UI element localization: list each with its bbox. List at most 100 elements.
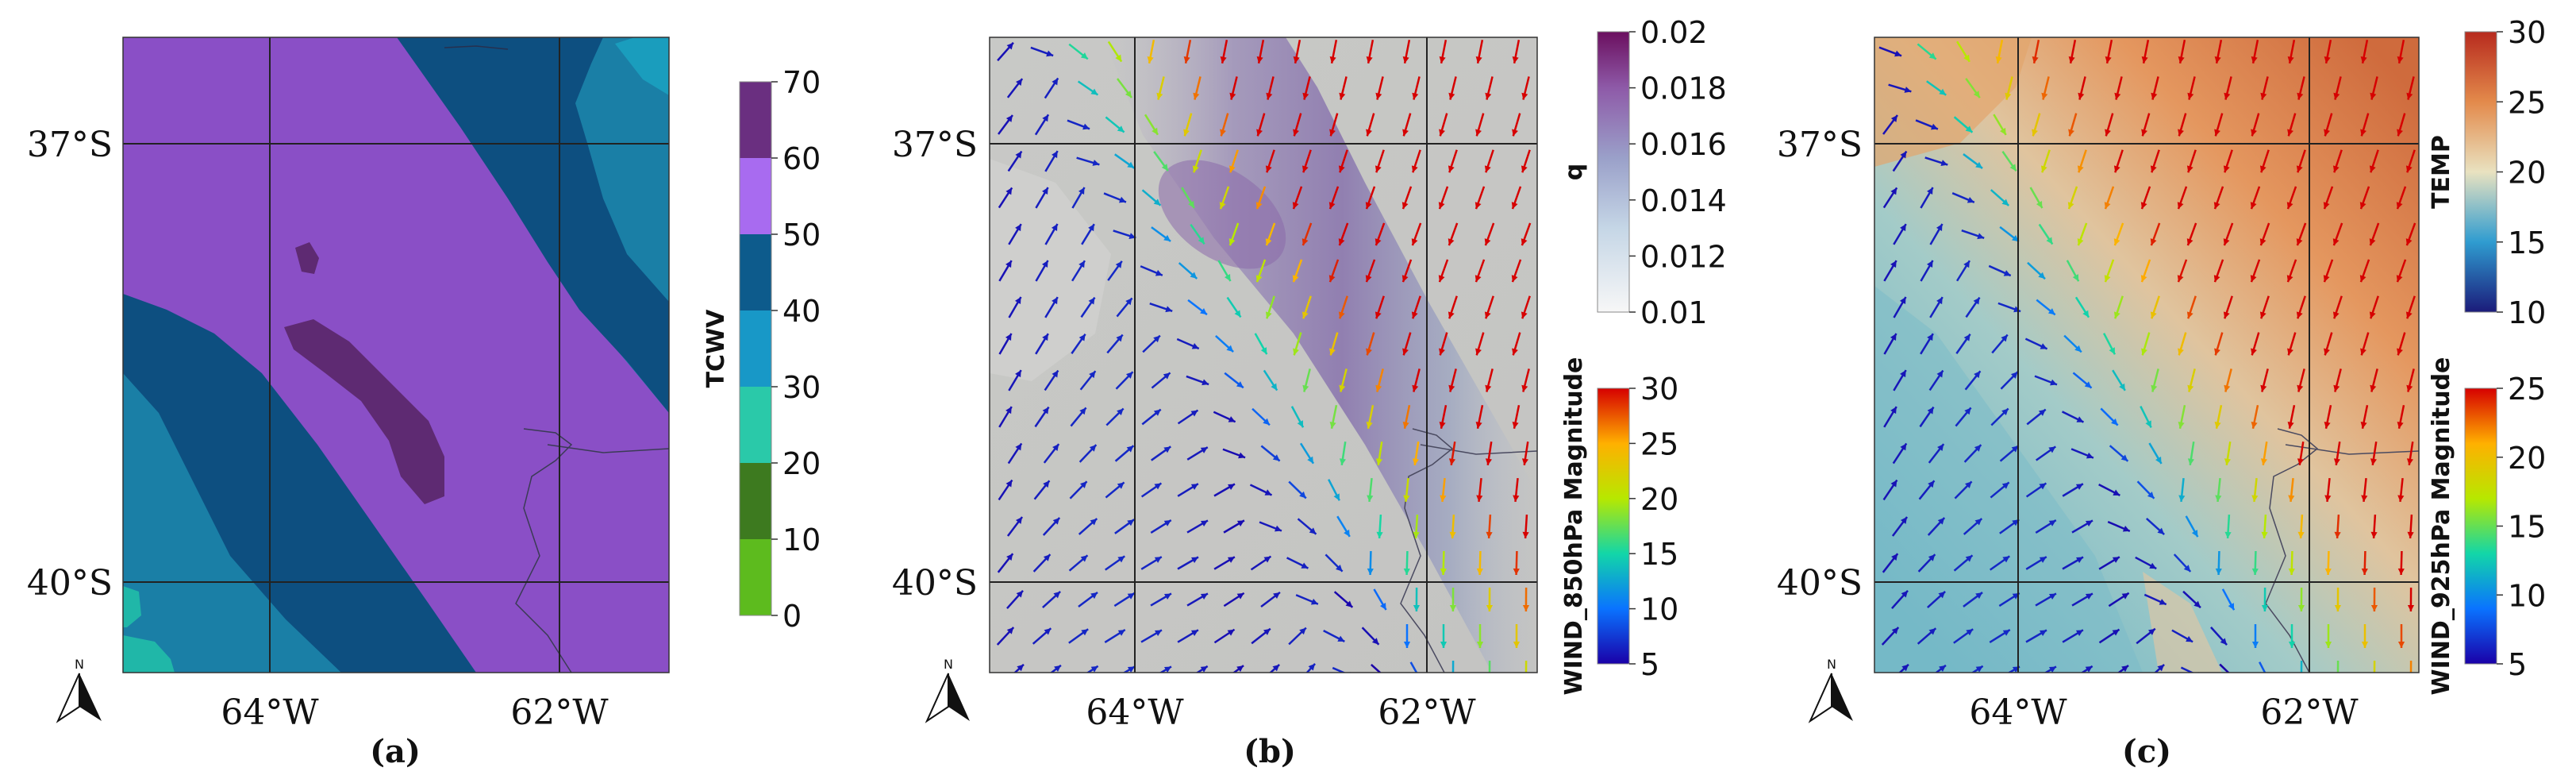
- wind-arrow-head: [1183, 129, 1190, 137]
- wind-arrow-head: [1260, 347, 1267, 355]
- colorbar-border: [739, 81, 772, 616]
- wind-arrow-head: [1449, 531, 1456, 538]
- wind-arrow-head: [1228, 165, 1236, 173]
- wind-arrow-head: [2259, 311, 2266, 319]
- wind-arrow-shaft: [2444, 76, 2450, 99]
- wind-vectors-925hpa: [1878, 40, 2450, 721]
- wind-arrow-head: [1046, 50, 1054, 57]
- wind-arrow-head: [1375, 458, 1382, 465]
- wind-arrow-head: [2145, 420, 2151, 428]
- wind-arrow-head: [2048, 593, 2056, 600]
- wind-arrow-head: [2002, 556, 2010, 563]
- wind-arrow-head: [1042, 334, 1048, 341]
- wind-arrow-head: [1220, 129, 1226, 137]
- wind-arrow-head: [2396, 202, 2403, 210]
- wind-arrow-head: [2011, 445, 2019, 453]
- lat-label-40s-b: 40°S: [892, 563, 978, 604]
- wind-arrow-head: [2178, 422, 2185, 429]
- wind-arrow-head: [1963, 54, 1970, 62]
- wind-arrow-head: [1299, 627, 1306, 635]
- wind-arrow-head: [1904, 87, 1912, 93]
- wind-arrow-head: [1127, 592, 1135, 600]
- wind-arrow-head: [1513, 641, 1521, 648]
- wind-arrow-head: [2287, 56, 2294, 64]
- wind-arrow-head: [1439, 422, 1446, 429]
- wind-arrow-shaft: [2436, 40, 2440, 63]
- wind-arrow-head: [1375, 238, 1382, 246]
- wind-arrow-head: [2370, 531, 2378, 538]
- wind-arrow-head: [2119, 383, 2125, 391]
- wind-arrow-head: [1044, 702, 1052, 708]
- wind-arrow-head: [1238, 452, 1246, 459]
- wind-arrow-head: [2191, 530, 2198, 538]
- wind-arrow-head: [1901, 590, 1909, 598]
- wind-arrow-head: [2214, 129, 2220, 137]
- coastline-a3: [444, 45, 509, 50]
- wind-arrow-head: [2012, 519, 2020, 526]
- panel-caption-a: (a): [370, 733, 421, 770]
- wind-arrow-head: [1005, 407, 1012, 415]
- wind-arrow-head: [1901, 664, 1909, 672]
- wind-arrow-head: [2369, 311, 2376, 319]
- wind-arrow-shaft: [1215, 702, 1234, 716]
- wind-arrow-head: [2075, 484, 2083, 490]
- map-frame-c: [1874, 37, 2420, 673]
- wind-arrow-head: [1511, 202, 1518, 210]
- wind-arrow-shaft: [1480, 697, 1481, 721]
- wind-arrow-head: [2398, 715, 2405, 721]
- wind-arrow-head: [1017, 664, 1024, 672]
- wind-arrow-head: [1379, 602, 1386, 610]
- wind-arrow-head: [2370, 92, 2377, 100]
- wind-arrow-head: [1928, 554, 1936, 561]
- wind-arrow-head: [1224, 273, 1231, 281]
- wind-arrow-head: [2261, 604, 2269, 611]
- wind-arrow-head: [1042, 407, 1049, 415]
- wind-arrow-head: [2260, 458, 2267, 465]
- wind-arrow-head: [1154, 483, 1162, 490]
- wind-arrow-head: [1439, 348, 1445, 356]
- wind-arrow-head: [1264, 489, 1272, 496]
- wind-arrow-head: [2250, 275, 2257, 283]
- wind-arrow-head: [1936, 224, 1943, 231]
- wind-arrow-head: [1440, 641, 1448, 648]
- wind-arrow-head: [2333, 458, 2340, 465]
- wind-arrow-head: [2220, 638, 2228, 646]
- wind-arrow-head: [2076, 416, 2084, 422]
- wind-arrow-head: [1228, 238, 1236, 246]
- wind-arrow-head: [2177, 202, 2184, 210]
- wind-arrow-head: [1042, 187, 1048, 195]
- wind-arrow-head: [2228, 603, 2235, 611]
- wind-arrow-head: [2297, 92, 2304, 100]
- wind-arrow-head: [1219, 202, 1226, 210]
- wind-arrow-head: [1548, 202, 1555, 209]
- wind-arrow-head: [1333, 493, 1340, 501]
- wind-arrow-head: [2259, 238, 2266, 246]
- wind-arrow-head: [2086, 452, 2093, 459]
- wind-arrow-head: [2038, 272, 2046, 280]
- wind-arrow-head: [2036, 201, 2043, 209]
- wind-arrow-head: [2003, 270, 2011, 276]
- wind-arrow-head: [1974, 519, 1982, 526]
- wind-arrow-head: [1328, 202, 1336, 210]
- lat-label-40s-c: 40°S: [1777, 563, 1863, 604]
- wind-arrow-head: [2178, 129, 2184, 137]
- wind-arrow-head: [2334, 604, 2342, 611]
- humidity-field-max: [1158, 160, 1286, 269]
- wind-arrow-head: [1234, 310, 1241, 318]
- wind-arrow-head: [2288, 568, 2295, 575]
- wind-arrow-head: [2157, 527, 2165, 535]
- wind-arrow-head: [1890, 260, 1897, 268]
- wind-arrow-head: [1228, 416, 1236, 422]
- colorbar-tick-label: 15: [2508, 510, 2546, 545]
- wind-arrow-head: [1127, 519, 1135, 526]
- wind-arrow-head: [2433, 275, 2440, 282]
- wind-arrow-head: [2397, 568, 2405, 575]
- wind-arrow-head: [1265, 311, 1272, 319]
- wind-arrow-head: [1155, 269, 1163, 276]
- coastline-c2: [2285, 444, 2419, 455]
- wind-arrow-head: [2286, 275, 2293, 283]
- wind-arrow-shaft: [2401, 697, 2402, 721]
- wind-arrow-head: [1079, 481, 1087, 488]
- wind-arrow-head: [2405, 238, 2413, 246]
- colorbar-border: [1597, 31, 1630, 313]
